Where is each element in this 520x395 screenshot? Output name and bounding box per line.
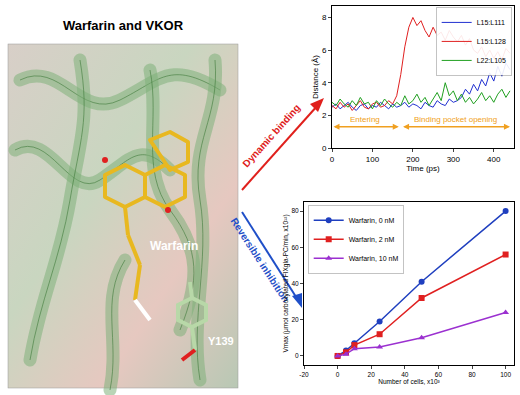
svg-text:Number of cells, x10³: Number of cells, x10³ (378, 378, 440, 385)
svg-text:0: 0 (336, 371, 340, 378)
svg-text:Dynamic binding: Dynamic binding (240, 102, 302, 169)
svg-text:Warfarin, 0 nM: Warfarin, 0 nM (349, 217, 395, 224)
svg-text:80: 80 (468, 371, 476, 378)
svg-text:80: 80 (291, 207, 299, 214)
svg-text:8: 8 (322, 13, 327, 22)
svg-text:2: 2 (322, 111, 327, 120)
svg-text:L22:L105: L22:L105 (477, 57, 506, 64)
svg-text:Warfarin, 2 nM: Warfarin, 2 nM (349, 236, 395, 243)
svg-text:40: 40 (291, 280, 299, 287)
svg-text:-20: -20 (299, 371, 309, 378)
svg-text:0: 0 (330, 155, 335, 164)
svg-text:40: 40 (401, 371, 409, 378)
svg-text:4: 4 (322, 79, 327, 88)
svg-text:6: 6 (322, 46, 327, 55)
svg-text:Time (ps): Time (ps) (406, 164, 440, 173)
svg-text:200: 200 (406, 155, 420, 164)
svg-text:60: 60 (291, 244, 299, 251)
svg-text:300: 300 (447, 155, 461, 164)
svg-text:100: 100 (366, 155, 380, 164)
svg-text:100: 100 (500, 371, 511, 378)
svg-text:Y139: Y139 (208, 335, 234, 347)
svg-text:0: 0 (295, 352, 299, 359)
svg-text:Entering: Entering (350, 115, 380, 124)
svg-text:Warfarin, 10 nM: Warfarin, 10 nM (349, 255, 399, 262)
svg-text:Reversible inhibition: Reversible inhibition (229, 216, 292, 304)
svg-text:Distance (Å): Distance (Å) (311, 55, 320, 99)
svg-text:20: 20 (368, 371, 376, 378)
svg-text:Binding pocket opening: Binding pocket opening (414, 115, 497, 124)
svg-text:L15:L111: L15:L111 (477, 19, 505, 26)
svg-text:L15:L128: L15:L128 (477, 38, 506, 45)
svg-text:Warfarin and VKOR: Warfarin and VKOR (63, 18, 184, 33)
svg-text:Warfarin: Warfarin (150, 239, 198, 253)
svg-text:400: 400 (487, 155, 501, 164)
svg-text:20: 20 (291, 316, 299, 323)
svg-text:Vmax (μmol carboxylated FIXgla: Vmax (μmol carboxylated FIXgla-PC/min, x… (282, 214, 290, 352)
svg-text:60: 60 (435, 371, 443, 378)
svg-text:0: 0 (322, 144, 327, 153)
